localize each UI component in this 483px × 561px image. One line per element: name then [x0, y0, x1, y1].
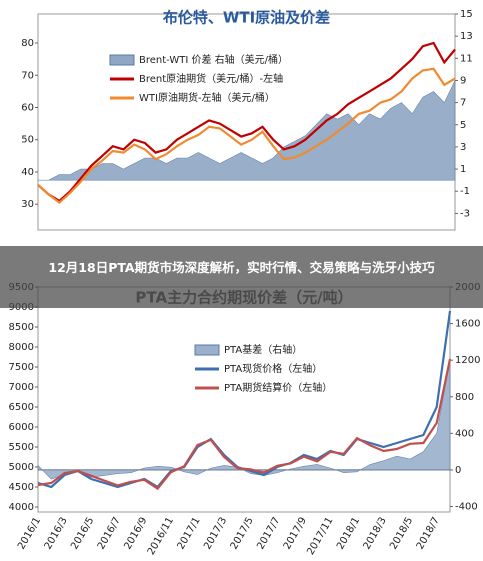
overlay-title: 12月18日PTA期货市场深度解析，实时行情、交易策略与洗牙小技巧: [0, 246, 483, 308]
y-tick-label: 60: [21, 102, 34, 113]
chart-title: 布伦特、WTI原油及价差: [163, 9, 330, 27]
x-tick-label: 2017/9: [282, 516, 309, 552]
x-tick-label: 2018/3: [362, 516, 389, 552]
legend-label: PTA期货结算价（左轴）: [224, 381, 332, 394]
y-tick-label: 80: [21, 38, 34, 49]
x-tick-label: 2016/3: [43, 516, 70, 552]
x-tick-label: 2017/3: [202, 516, 229, 552]
y2-tick-label: 5: [460, 120, 466, 131]
y2-tick-label: 3: [460, 142, 466, 153]
y-tick-label: 8000: [9, 342, 34, 353]
y2-tick-label: -1: [460, 186, 470, 197]
line-series: [37, 41, 456, 203]
y2-tick-label: 1: [460, 164, 466, 175]
x-tick-label: 2018/7: [415, 516, 442, 552]
x-tick-label: 2016/5: [69, 516, 96, 552]
x-tick-label: 2018/5: [388, 516, 415, 552]
y-tick-label: 40: [21, 167, 34, 178]
y-tick-label: 30: [21, 199, 34, 210]
y2-tick-label: -3: [460, 208, 470, 219]
legend-swatch: [194, 344, 220, 356]
y-tick-label: 4500: [9, 482, 34, 493]
x-tick-label: 2016/7: [96, 516, 123, 552]
legend-label: Brent-WTI 价差 右轴（美元/桶）: [139, 53, 288, 66]
y-tick-label: 6500: [9, 402, 34, 413]
x-tick-label: 2016/1: [16, 516, 43, 552]
y-tick-label: 7500: [9, 362, 34, 373]
y2-tick-label: 15: [460, 9, 473, 20]
line-series: [37, 67, 456, 205]
y2-tick-label: -400: [455, 502, 478, 513]
y2-tick-label: 800: [455, 392, 474, 403]
y2-tick-label: 13: [460, 31, 473, 42]
x-tick-label: 2016/9: [122, 516, 149, 552]
y2-tick-label: 1200: [455, 355, 480, 366]
y2-tick-label: 11: [460, 53, 473, 64]
y2-tick-label: 7: [460, 98, 466, 109]
y-tick-label: 4000: [9, 502, 34, 513]
y-tick-label: 6000: [9, 422, 34, 433]
legend-label: PTA现货价格（左轴）: [224, 362, 322, 375]
legend-label: WTI原油期货-左轴（美元/桶）: [139, 91, 275, 104]
y-tick-label: 50: [21, 135, 34, 146]
y2-tick-label: 1600: [455, 319, 480, 330]
legend-label: Brent原油期货（美元/桶）-左轴: [139, 72, 283, 85]
y2-tick-label: 0: [455, 465, 461, 476]
legend-label: PTA基差（右轴）: [224, 343, 302, 356]
x-tick-label: 2017/5: [229, 516, 256, 552]
y-tick-label: 8500: [9, 322, 34, 333]
legend-swatch: [109, 54, 135, 66]
y2-tick-label: 9: [460, 75, 466, 86]
y-tick-label: 5000: [9, 462, 34, 473]
area-series: [37, 80, 456, 181]
x-tick-label: 2018/1: [335, 516, 362, 552]
y-tick-label: 7000: [9, 382, 34, 393]
x-tick-label: 2017/7: [255, 516, 282, 552]
x-tick-label: 2017/11: [305, 516, 335, 557]
y-tick-label: 70: [21, 70, 34, 81]
x-tick-label: 2017/1: [176, 516, 203, 552]
line-series: [37, 358, 452, 491]
x-tick-label: 2016/11: [146, 516, 176, 557]
y-tick-label: 5500: [9, 442, 34, 453]
y2-tick-label: 400: [455, 428, 474, 439]
